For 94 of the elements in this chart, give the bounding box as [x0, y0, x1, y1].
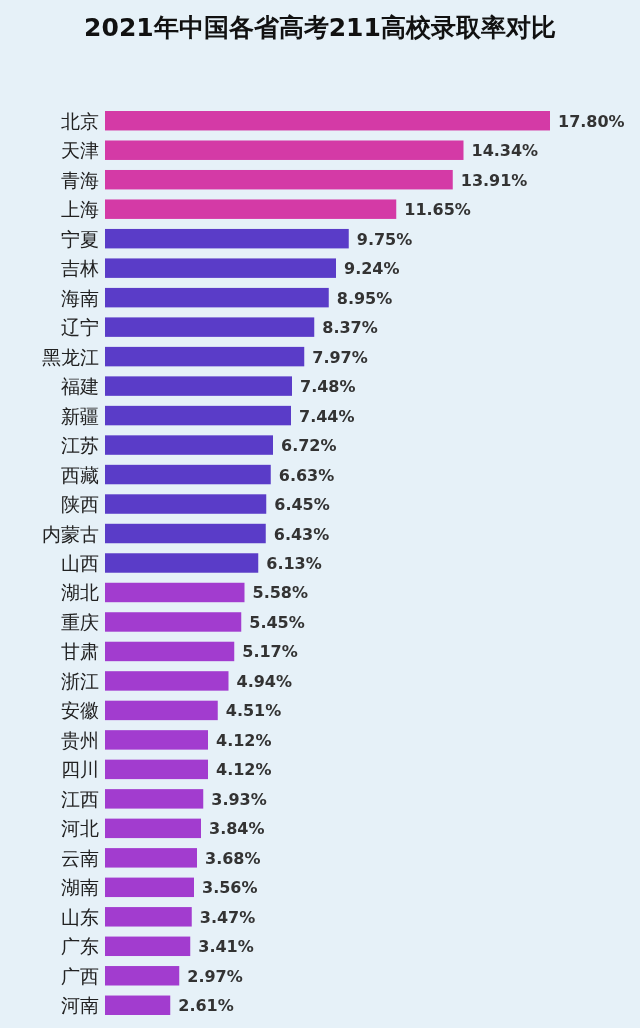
bar: [105, 376, 292, 396]
y-tick-label: 辽宁: [61, 316, 99, 339]
bar: [105, 848, 197, 868]
data-label: 8.37%: [322, 318, 378, 338]
data-label: 3.56%: [202, 878, 258, 898]
y-tick-label: 青海: [61, 168, 99, 191]
bar: [105, 907, 192, 927]
data-label: 17.80%: [558, 111, 625, 131]
data-label: 7.97%: [312, 347, 368, 367]
bar: [105, 641, 235, 662]
y-tick-label: 山东: [61, 905, 99, 928]
data-label: 4.12%: [216, 730, 272, 750]
bar: [105, 523, 266, 544]
y-tick-label: 浙江: [61, 669, 99, 692]
y-tick-label: 河南: [61, 994, 99, 1017]
y-tick-label: 西藏: [61, 463, 99, 486]
data-label: 2.97%: [187, 966, 243, 986]
bar: [105, 995, 171, 1015]
data-label: 4.94%: [236, 671, 293, 691]
data-label: 13.91%: [460, 170, 528, 190]
bar: [105, 700, 218, 721]
data-label: 9.24%: [344, 259, 400, 279]
data-label: 6.63%: [278, 465, 335, 485]
data-label: 8.95%: [336, 288, 393, 308]
data-label: 5.45%: [249, 612, 305, 632]
bar: [105, 582, 245, 603]
data-label: 6.45%: [274, 495, 330, 515]
y-tick-label: 上海: [61, 198, 99, 221]
bar: [105, 759, 208, 780]
y-tick-label: 四川: [61, 758, 99, 781]
bar: [105, 346, 305, 367]
bar: [105, 405, 291, 426]
data-label: 14.34%: [471, 141, 539, 161]
data-label: 6.13%: [266, 554, 322, 573]
data-label: 5.58%: [252, 583, 309, 603]
y-tick-label: 吉林: [61, 257, 99, 280]
y-tick-label: 江苏: [61, 434, 99, 457]
data-label: 11.65%: [404, 200, 471, 220]
data-label: 6.72%: [281, 436, 337, 456]
y-tick-label: 云南: [61, 846, 99, 869]
data-label: 6.43%: [273, 524, 330, 544]
data-label: 4.51%: [225, 701, 282, 721]
bar: [105, 140, 464, 160]
bar: [105, 435, 273, 455]
y-tick-label: 宁夏: [61, 227, 99, 250]
y-tick-label: 广西: [61, 964, 99, 987]
bar: [105, 228, 349, 249]
y-tick-label: 福建: [61, 375, 99, 398]
bar: [105, 287, 329, 308]
y-tick-label: 天津: [61, 139, 99, 162]
bar: [105, 877, 194, 898]
y-tick-label: 新疆: [61, 404, 99, 427]
bar: [105, 730, 208, 750]
y-tick-label: 湖北: [61, 581, 99, 604]
chart-title: 2021年中国各省高考211高校录取率对比: [84, 13, 556, 42]
y-tick-label: 江西: [61, 787, 99, 810]
y-tick-label: 贵州: [61, 728, 99, 751]
data-label: 3.68%: [205, 848, 261, 868]
data-label: 2.61%: [178, 996, 234, 1016]
data-label: 3.47%: [199, 907, 256, 927]
bar: [105, 671, 229, 691]
bar: [105, 169, 453, 190]
y-tick-label: 湖南: [61, 876, 99, 899]
y-tick-label: 内蒙古: [42, 522, 99, 545]
data-label: 7.44%: [299, 406, 355, 426]
y-tick-label: 甘肃: [61, 640, 99, 663]
y-tick-label: 山西: [61, 552, 99, 574]
bar: [105, 111, 550, 131]
data-label: 4.12%: [216, 760, 272, 780]
data-label: 3.84%: [209, 819, 265, 839]
y-tick-label: 北京: [61, 109, 99, 132]
bar: [105, 258, 336, 278]
data-label: 3.41%: [198, 937, 254, 957]
bar: [105, 553, 259, 573]
bar: [105, 818, 201, 839]
bar: [105, 612, 242, 632]
bar: [105, 494, 267, 514]
bar: [105, 199, 397, 219]
y-tick-label: 重庆: [61, 610, 99, 633]
bar: [105, 789, 204, 809]
y-tick-label: 广东: [61, 935, 99, 958]
y-tick-label: 海南: [61, 286, 99, 309]
bar: [105, 966, 180, 986]
y-tick-label: 安徽: [61, 699, 99, 722]
bar: [105, 936, 191, 957]
data-label: 7.48%: [300, 377, 356, 397]
y-tick-label: 黑龙江: [42, 345, 99, 368]
bar: [105, 464, 271, 485]
bar: [105, 317, 315, 337]
data-label: 9.75%: [356, 229, 413, 249]
y-tick-label: 河北: [61, 817, 99, 840]
data-label: 5.17%: [242, 642, 298, 662]
y-tick-label: 陕西: [61, 493, 99, 516]
data-label: 3.93%: [211, 789, 267, 809]
